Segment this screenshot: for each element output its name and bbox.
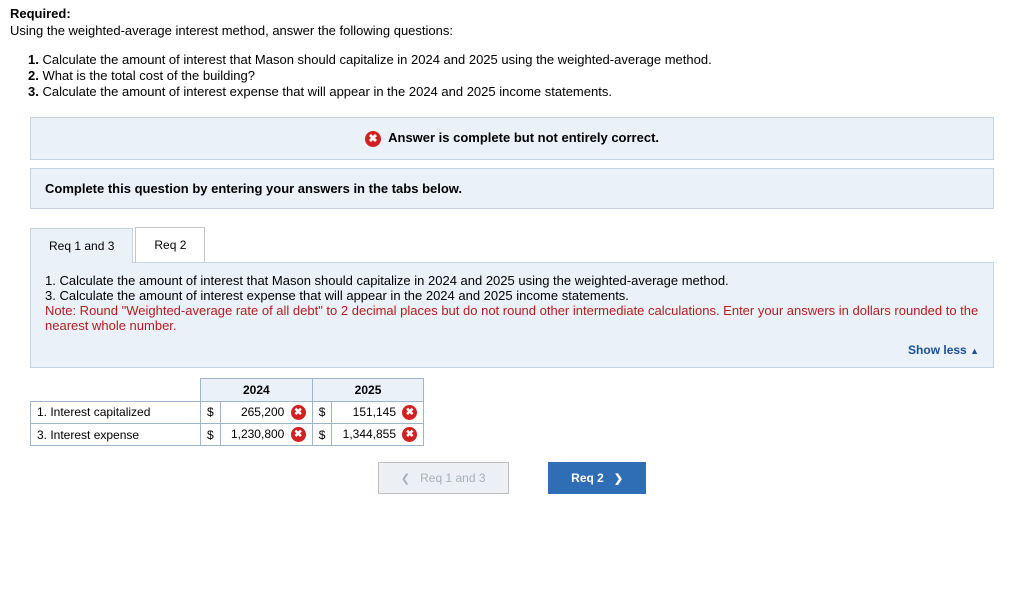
- tab-text-line: 1. Calculate the amount of interest that…: [45, 273, 979, 288]
- instruction-banner: Complete this question by entering your …: [30, 168, 994, 209]
- prev-label: Req 1 and 3: [420, 471, 485, 485]
- table-row: 1. Interest capitalized $ 265,200 ✖ $ 15…: [31, 401, 424, 423]
- prev-button: ❮ Req 1 and 3: [378, 462, 509, 494]
- next-label: Req 2: [571, 471, 604, 485]
- tabs: Req 1 and 3 Req 2: [30, 227, 994, 262]
- error-icon: ✖: [365, 131, 381, 147]
- tab-text-line: 3. Calculate the amount of interest expe…: [45, 288, 979, 303]
- row-label: 1. Interest capitalized: [31, 401, 201, 423]
- tab-req-2[interactable]: Req 2: [135, 227, 205, 262]
- wrong-icon: ✖: [291, 427, 306, 442]
- answer-table: 2024 2025 1. Interest capitalized $ 265,…: [30, 378, 424, 447]
- question-text: Calculate the amount of interest that Ma…: [42, 52, 711, 67]
- currency-symbol: $: [312, 423, 332, 445]
- table-row: 3. Interest expense $ 1,230,800 ✖ $ 1,34…: [31, 423, 424, 445]
- tab-note: Note: Round "Weighted-average rate of al…: [45, 303, 979, 333]
- answer-cell[interactable]: 1,344,855 ✖: [332, 423, 424, 445]
- answer-value: 1,230,800: [231, 427, 284, 441]
- answer-value: 151,145: [353, 405, 396, 419]
- status-banner-text: Answer is complete but not entirely corr…: [388, 130, 659, 145]
- answer-value: 265,200: [241, 405, 284, 419]
- intro-text: Using the weighted-average interest meth…: [10, 23, 1014, 38]
- answer-value: 1,344,855: [343, 427, 396, 441]
- answer-cell[interactable]: 265,200 ✖: [220, 401, 312, 423]
- question-text: What is the total cost of the building?: [42, 68, 254, 83]
- question-text: Calculate the amount of interest expense…: [42, 84, 611, 99]
- next-button[interactable]: Req 2 ❯: [548, 462, 646, 494]
- tab-content: 1. Calculate the amount of interest that…: [30, 262, 994, 368]
- show-less-label: Show less: [908, 343, 967, 357]
- col-header-2025: 2025: [312, 378, 424, 401]
- question-item: 1. Calculate the amount of interest that…: [28, 52, 1014, 67]
- currency-symbol: $: [201, 401, 221, 423]
- wrong-icon: ✖: [291, 405, 306, 420]
- question-list: 1. Calculate the amount of interest that…: [28, 52, 1014, 99]
- answer-cell[interactable]: 151,145 ✖: [332, 401, 424, 423]
- status-banner: ✖ Answer is complete but not entirely co…: [30, 117, 994, 160]
- required-heading: Required:: [10, 6, 1014, 21]
- chevron-left-icon: ❮: [401, 473, 410, 485]
- nav-buttons: ❮ Req 1 and 3 Req 2 ❯: [30, 462, 994, 494]
- show-less-toggle[interactable]: Show less ▲: [45, 343, 979, 357]
- caret-up-icon: ▲: [970, 345, 979, 355]
- question-item: 3. Calculate the amount of interest expe…: [28, 84, 1014, 99]
- tab-req-1-and-3[interactable]: Req 1 and 3: [30, 228, 133, 263]
- question-item: 2. What is the total cost of the buildin…: [28, 68, 1014, 83]
- currency-symbol: $: [201, 423, 221, 445]
- wrong-icon: ✖: [402, 405, 417, 420]
- wrong-icon: ✖: [402, 427, 417, 442]
- instruction-text: Complete this question by entering your …: [45, 181, 462, 196]
- col-header-2024: 2024: [201, 378, 313, 401]
- currency-symbol: $: [312, 401, 332, 423]
- chevron-right-icon: ❯: [614, 473, 623, 485]
- answer-cell[interactable]: 1,230,800 ✖: [220, 423, 312, 445]
- row-label: 3. Interest expense: [31, 423, 201, 445]
